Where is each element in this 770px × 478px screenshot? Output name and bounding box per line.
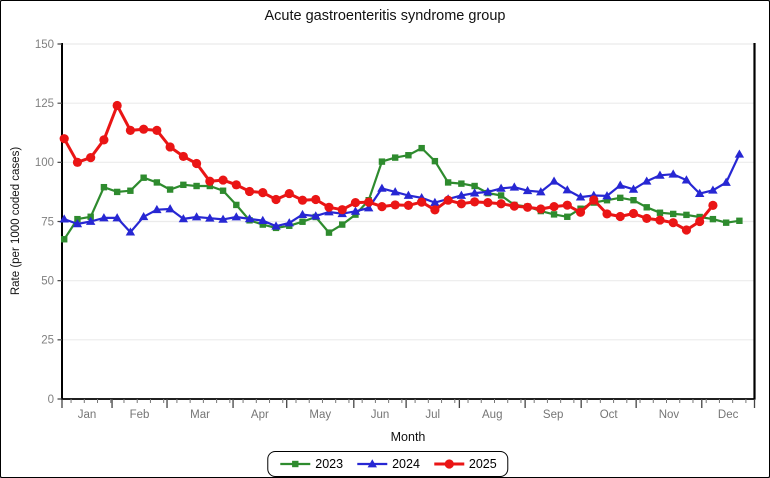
series-line-2023 [63, 147, 740, 240]
month-label: Jan [78, 409, 97, 421]
month-label: Mar [190, 409, 210, 421]
series-line-2024 [63, 153, 741, 234]
legend-marker-circle-icon [433, 459, 464, 469]
month-label: Jul [425, 409, 440, 421]
y-tick-label: 150 [35, 39, 54, 51]
legend: 2023 2024 2025 [267, 451, 509, 477]
y-tick-label: 0 [48, 394, 54, 406]
legend-label-2025: 2025 [468, 457, 497, 471]
gridlines [62, 43, 755, 341]
x-axis-ticks [61, 399, 756, 408]
legend-label-2024: 2024 [392, 457, 420, 471]
y-tick-label: 75 [41, 216, 54, 228]
y-tick-label: 50 [41, 275, 54, 287]
y-tick-label: 100 [35, 157, 54, 169]
legend-marker-square-icon [280, 460, 311, 468]
chart-title: Acute gastroenteritis syndrome group [264, 8, 506, 24]
month-label: Nov [659, 409, 680, 421]
month-label: Dec [718, 409, 739, 421]
legend-marker-triangle-icon [357, 459, 388, 468]
series-line-2025 [62, 104, 715, 232]
month-label: Feb [130, 409, 150, 421]
y-tick-label: 125 [35, 98, 54, 110]
x-axis-label: Month [390, 430, 426, 444]
month-label: Sep [543, 409, 563, 421]
month-label: Oct [600, 409, 619, 421]
month-label: Jun [371, 409, 390, 421]
legend-item-2025: 2025 [433, 457, 497, 471]
series-2025 [59, 100, 718, 235]
month-label: May [309, 409, 331, 421]
month-label: Aug [482, 409, 502, 421]
y-axis-label: Rate (per 1000 coded cases) [10, 146, 22, 296]
legend-item-2024: 2024 [356, 457, 420, 471]
y-axis-ticks: 0 25 50 75 100 125 150 [35, 39, 62, 406]
month-labels: Jan Feb Mar Apr May Jun Jul Aug Sep Oct Nov Dec [78, 409, 739, 421]
legend-label-2023: 2023 [315, 457, 344, 471]
month-label: Apr [251, 409, 269, 421]
legend-item-2023: 2023 [279, 457, 343, 471]
y-tick-label: 25 [41, 335, 54, 347]
